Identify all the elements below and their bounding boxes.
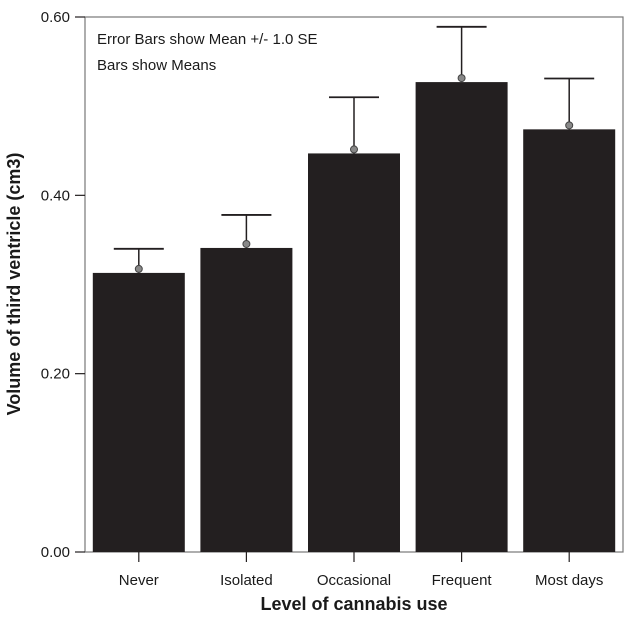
y-axis: 0.00 0.20 0.40 0.60 [41, 9, 85, 561]
y-tick-label: 0.60 [41, 9, 70, 26]
x-tick-label: Occasional [317, 572, 391, 589]
y-tick-label: 0.00 [41, 544, 70, 561]
mean-marker [134, 264, 143, 273]
bar-most-days [523, 129, 616, 552]
bar-frequent [415, 82, 508, 552]
x-tick-label: Isolated [220, 572, 273, 589]
y-tick-label: 0.20 [41, 366, 70, 383]
x-tick-label: Most days [535, 572, 603, 589]
y-tick-label: 0.40 [41, 187, 70, 204]
x-tick-label: Frequent [432, 572, 493, 589]
mean-marker [242, 239, 251, 248]
bars-group [92, 82, 616, 553]
mean-marker [350, 145, 358, 154]
bar-occasional [308, 153, 400, 553]
bar-never [92, 272, 185, 552]
annotation-bars: Bars show Means [97, 57, 216, 74]
annotation-error-bars: Error Bars show Mean +/- 1.0 SE [97, 31, 318, 48]
x-tick-label: Never [119, 572, 159, 589]
y-axis-title: Volume of third ventricle (cm3) [4, 153, 24, 416]
bar-isolated [200, 247, 293, 553]
mean-marker [565, 121, 574, 130]
error-bars-group [113, 25, 595, 273]
x-axis: Never Isolated Occasional Frequent Most days [119, 552, 603, 589]
x-axis-title: Level of cannabis use [260, 594, 447, 614]
mean-marker [457, 74, 466, 83]
